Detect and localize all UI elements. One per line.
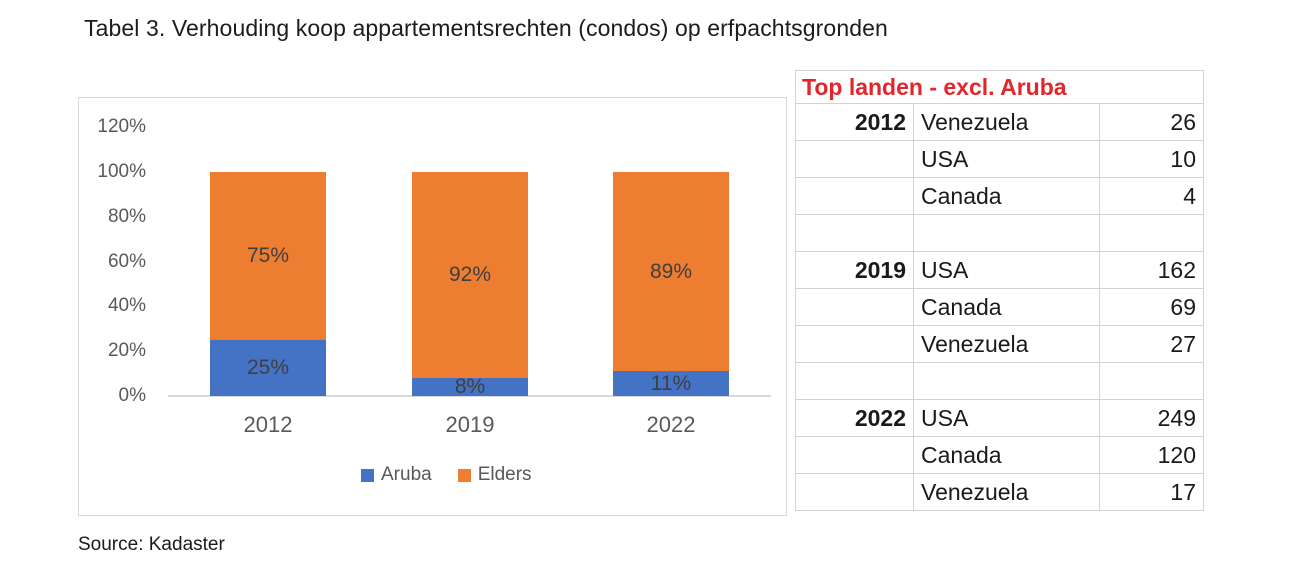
- country-cell: USA: [913, 399, 1100, 437]
- country-cell: Canada: [913, 177, 1100, 215]
- year-cell: 2012: [795, 103, 914, 141]
- value-cell: [1099, 362, 1204, 400]
- legend-swatch-icon: [457, 468, 471, 482]
- table-row: [795, 362, 1204, 400]
- year-cell: [795, 288, 914, 326]
- country-cell: USA: [913, 140, 1100, 178]
- table-row: Venezuela 27: [795, 325, 1204, 363]
- value-cell: 27: [1099, 325, 1204, 363]
- country-cell: [913, 362, 1100, 400]
- value-cell: 4: [1099, 177, 1204, 215]
- country-cell: Canada: [913, 288, 1100, 326]
- year-cell: [795, 140, 914, 178]
- chart-legend: Aruba Elders: [361, 464, 532, 486]
- table-row: Canada 120: [795, 436, 1204, 474]
- year-cell: 2019: [795, 251, 914, 289]
- y-tick-label: 100%: [97, 161, 146, 182]
- year-cell: [795, 436, 914, 474]
- year-cell: [795, 214, 914, 252]
- bar-segment-aruba-2019: [412, 378, 528, 396]
- legend-item-aruba: Aruba: [361, 464, 432, 486]
- x-tick-label-2012: 2012: [243, 412, 293, 437]
- year-cell: [795, 177, 914, 215]
- legend-label: Aruba: [381, 464, 432, 485]
- table-row: [795, 214, 1204, 252]
- year-cell: [795, 325, 914, 363]
- table-row: Venezuela 17: [795, 473, 1204, 511]
- bar-segment-elders-2022: [613, 172, 729, 372]
- value-cell: [1099, 214, 1204, 252]
- year-cell: [795, 362, 914, 400]
- table-row: 2012 Venezuela 26: [795, 103, 1204, 141]
- legend-item-elders: Elders: [457, 464, 532, 486]
- value-cell: 120: [1099, 436, 1204, 474]
- table-row: USA 10: [795, 140, 1204, 178]
- table-header: Top landen - excl. Aruba: [795, 70, 1204, 104]
- x-axis-line: [168, 395, 771, 397]
- year-cell: 2022: [795, 399, 914, 437]
- y-tick-label: 80%: [107, 205, 146, 227]
- data-label: 75%: [246, 244, 290, 267]
- top-landen-table: Top landen - excl. Aruba 2012 Venezuela 26…: [795, 70, 1204, 511]
- country-cell: Venezuela: [913, 325, 1100, 363]
- value-cell: 26: [1099, 103, 1204, 141]
- bar-segment-elders-2012: [210, 172, 326, 340]
- data-label: 89%: [649, 259, 693, 283]
- bar-segment-elders-2019: [412, 172, 528, 379]
- y-tick-label: 0%: [118, 385, 146, 406]
- value-cell: 17: [1099, 473, 1204, 511]
- table-header-row: Top landen - excl. Aruba: [795, 70, 1204, 104]
- y-tick-label: 60%: [107, 250, 146, 272]
- value-cell: 10: [1099, 140, 1204, 178]
- country-cell: Venezuela: [913, 473, 1100, 511]
- table-row: 2022 USA 249: [795, 399, 1204, 437]
- y-tick-label: 20%: [107, 340, 146, 362]
- data-label: 25%: [246, 356, 290, 379]
- x-tick-label-2022: 2022: [646, 412, 696, 437]
- bar-segment-aruba-2022: [613, 371, 729, 396]
- value-cell: 249: [1099, 399, 1204, 437]
- value-cell: 162: [1099, 251, 1204, 289]
- table-row: 2019 USA 162: [795, 251, 1204, 289]
- data-label: 8%: [454, 375, 486, 399]
- year-cell: [795, 473, 914, 511]
- country-cell: Canada: [913, 436, 1100, 474]
- bar-segment-aruba-2012: [210, 340, 326, 396]
- y-tick-label: 40%: [107, 295, 146, 317]
- data-label: 11%: [650, 371, 692, 395]
- country-cell: USA: [913, 251, 1100, 289]
- y-tick-label: 120%: [97, 116, 146, 138]
- page-title: Tabel 3. Verhouding koop appartementsrec…: [84, 15, 888, 41]
- data-label: 92%: [448, 263, 492, 287]
- table-row: Canada 4: [795, 177, 1204, 215]
- value-cell: 69: [1099, 288, 1204, 326]
- chart-container: 120% 100% 80% 60% 40% 20% 0% 25% 75% 8% 92% 11% 89%…: [78, 97, 787, 516]
- table-row: Canada 69: [795, 288, 1204, 326]
- legend-label: Elders: [477, 464, 532, 485]
- country-cell: Venezuela: [913, 103, 1100, 141]
- source-note: Source: Kadaster: [78, 534, 225, 555]
- country-cell: [913, 214, 1100, 252]
- x-tick-label-2019: 2019: [445, 412, 495, 437]
- legend-swatch-icon: [361, 468, 374, 482]
